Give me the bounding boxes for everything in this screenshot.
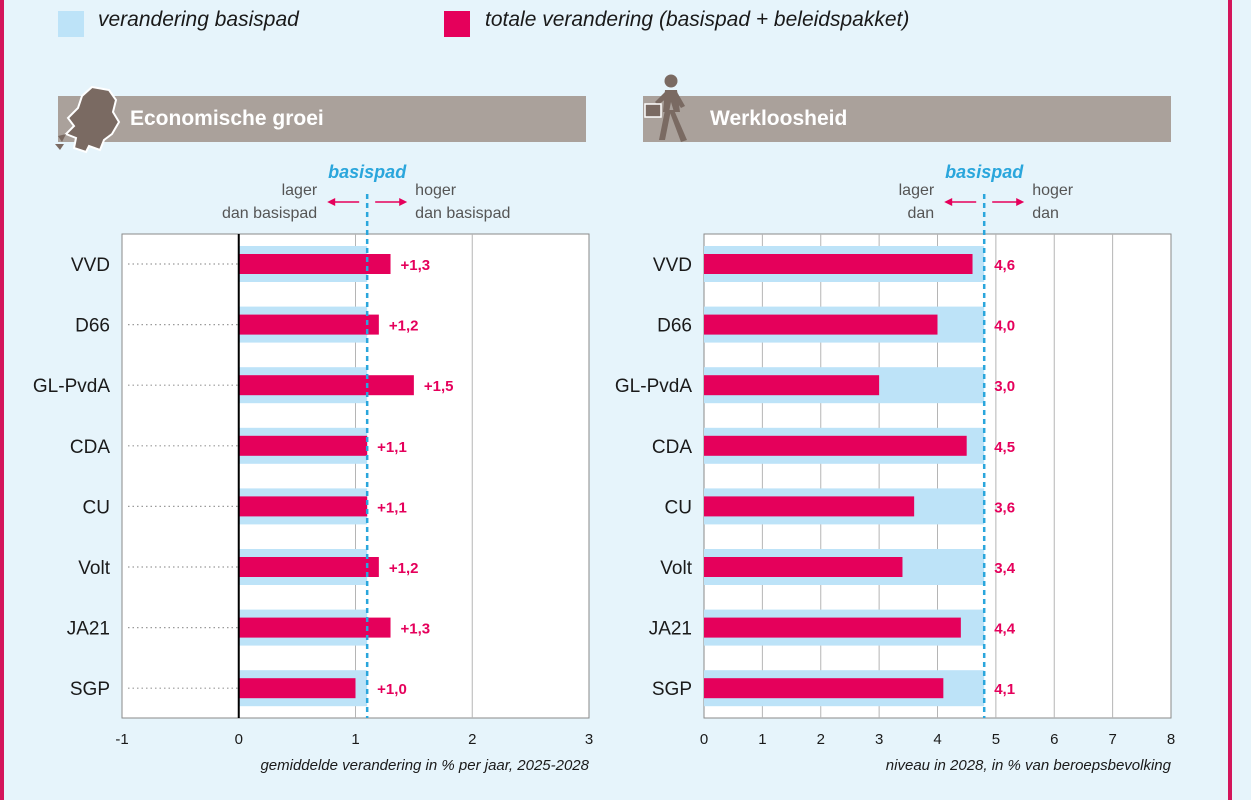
growth-category-label: SGP [70, 679, 110, 700]
growth-xaxis-label: gemiddelde verandering in % per jaar, 20… [260, 757, 589, 774]
growth-data-label: +1,2 [389, 560, 419, 577]
growth-annotation-lower-1: lager [282, 182, 318, 199]
unemployment-data-label: 4,0 [994, 318, 1015, 335]
unemployment-xtick-label: 3 [875, 731, 883, 748]
unemployment-bar-total [704, 435, 967, 456]
growth-annotation-higher-2: dan basispad [415, 205, 510, 222]
unemployment-annotation-higher-1: hoger [1032, 182, 1074, 199]
unemployment-xtick-label: 8 [1167, 731, 1175, 748]
unemployment-bar-total [704, 678, 944, 699]
unemployment-xtick-label: 0 [700, 731, 708, 748]
unemployment-category-label: SGP [652, 679, 692, 700]
unemployment-xtick-label: 5 [992, 731, 1000, 748]
growth-category-label: D66 [75, 316, 110, 337]
growth-category-label: CDA [70, 437, 110, 458]
unemployment-data-label: 3,4 [994, 560, 1016, 577]
unemployment-category-label: JA21 [649, 619, 692, 640]
frame-line-left [0, 0, 4, 800]
growth-annotation-higher-1: hoger [415, 182, 457, 199]
growth-bar-total [238, 557, 379, 577]
netherlands-map-icon [52, 84, 124, 160]
growth-category-label: VVD [71, 255, 110, 276]
growth-category-label: Volt [78, 558, 110, 579]
unemployment-arrow-left-icon [944, 198, 953, 206]
growth-bar-total [238, 314, 379, 335]
unemployment-annotation-lower-2: dan [907, 205, 934, 222]
growth-baseline-label: basispad [328, 162, 407, 182]
unemployment-xaxis-label: niveau in 2028, in % van beroepsbevolkin… [886, 757, 1172, 774]
panel-header-growth: Economische groei [58, 96, 586, 142]
frame-line-right [1228, 0, 1232, 800]
unemployment-category-label: VVD [653, 255, 692, 276]
unemployment-data-label: 4,1 [994, 681, 1015, 698]
growth-xtick-label: 3 [585, 731, 593, 748]
growth-bar-total [238, 496, 368, 517]
growth-xtick-label: 1 [351, 731, 359, 748]
unemployment-bar-total [704, 314, 938, 335]
unemployment-xtick-label: 6 [1050, 731, 1058, 748]
unemployment-bar-total [704, 557, 903, 577]
growth-annotation-lower-2: dan basispad [222, 205, 317, 222]
unemployment-bar-total [704, 375, 880, 396]
unemployment-annotation-higher-2: dan [1032, 205, 1059, 222]
growth-data-label: +1,0 [377, 681, 407, 698]
chart-unemployment: VVD D66 GL-PvdA CDA CU Volt JA21 SGP 4,6 4,0 3,0 4,… [615, 162, 1175, 774]
unemployment-annotation-lower-1: lager [899, 182, 935, 199]
panel-title-unemployment: Werkloosheid [710, 107, 848, 130]
unemployment-xtick-label: 4 [933, 731, 941, 748]
legend: verandering basispad totale verandering … [0, 0, 1251, 48]
growth-category-label: JA21 [67, 619, 110, 640]
unemployment-data-label: 3,0 [994, 378, 1015, 395]
panel-header-unemployment: Werkloosheid [643, 96, 1171, 142]
unemployment-arrow-right-icon [1016, 198, 1025, 206]
unemployment-data-label: 4,4 [994, 621, 1016, 638]
growth-xtick-label: 2 [468, 731, 476, 748]
unemployment-xtick-label: 2 [817, 731, 825, 748]
unemployment-bar-total [704, 617, 961, 638]
legend-label-base: verandering basispad [98, 8, 299, 31]
growth-xtick-label: 0 [235, 731, 243, 748]
walking-person-briefcase-icon [641, 72, 693, 148]
unemployment-bar-total [704, 496, 915, 517]
growth-bar-total [238, 254, 391, 274]
growth-bar-total [238, 678, 356, 699]
growth-arrow-left-icon [327, 198, 336, 206]
unemployment-xtick-label: 7 [1108, 731, 1116, 748]
unemployment-category-label: GL-PvdA [615, 376, 692, 397]
growth-xtick-label: -1 [115, 731, 128, 748]
growth-data-label: +1,1 [377, 499, 407, 516]
growth-data-label: +1,5 [424, 378, 454, 395]
unemployment-bar-total [704, 254, 973, 274]
growth-bar-total [238, 435, 368, 456]
growth-data-label: +1,2 [389, 318, 419, 335]
legend-label-total: totale verandering (basispad + beleidspa… [485, 8, 910, 31]
growth-bar-total [238, 375, 414, 396]
growth-category-label: GL-PvdA [33, 376, 110, 397]
unemployment-category-label: CU [665, 497, 692, 518]
legend-swatch-total [444, 11, 470, 37]
unemployment-data-label: 4,5 [994, 439, 1015, 456]
growth-arrow-right-icon [399, 198, 408, 206]
unemployment-baseline-label: basispad [945, 162, 1024, 182]
growth-category-label: CU [83, 497, 110, 518]
growth-data-label: +1,3 [401, 621, 431, 638]
unemployment-data-label: 4,6 [994, 257, 1015, 274]
growth-bar-total [238, 617, 391, 638]
growth-data-label: +1,1 [377, 439, 407, 456]
chart-economic-growth: VVD D66 GL-PvdA CDA CU Volt JA21 SGP +1,3 +1,2 +1,… [33, 162, 593, 774]
unemployment-category-label: D66 [657, 316, 692, 337]
unemployment-data-label: 3,6 [994, 499, 1015, 516]
legend-swatch-base [58, 11, 84, 37]
unemployment-xtick-label: 1 [758, 731, 766, 748]
unemployment-category-label: CDA [652, 437, 692, 458]
unemployment-category-label: Volt [660, 558, 692, 579]
growth-data-label: +1,3 [401, 257, 431, 274]
panel-title-growth: Economische groei [130, 107, 324, 130]
